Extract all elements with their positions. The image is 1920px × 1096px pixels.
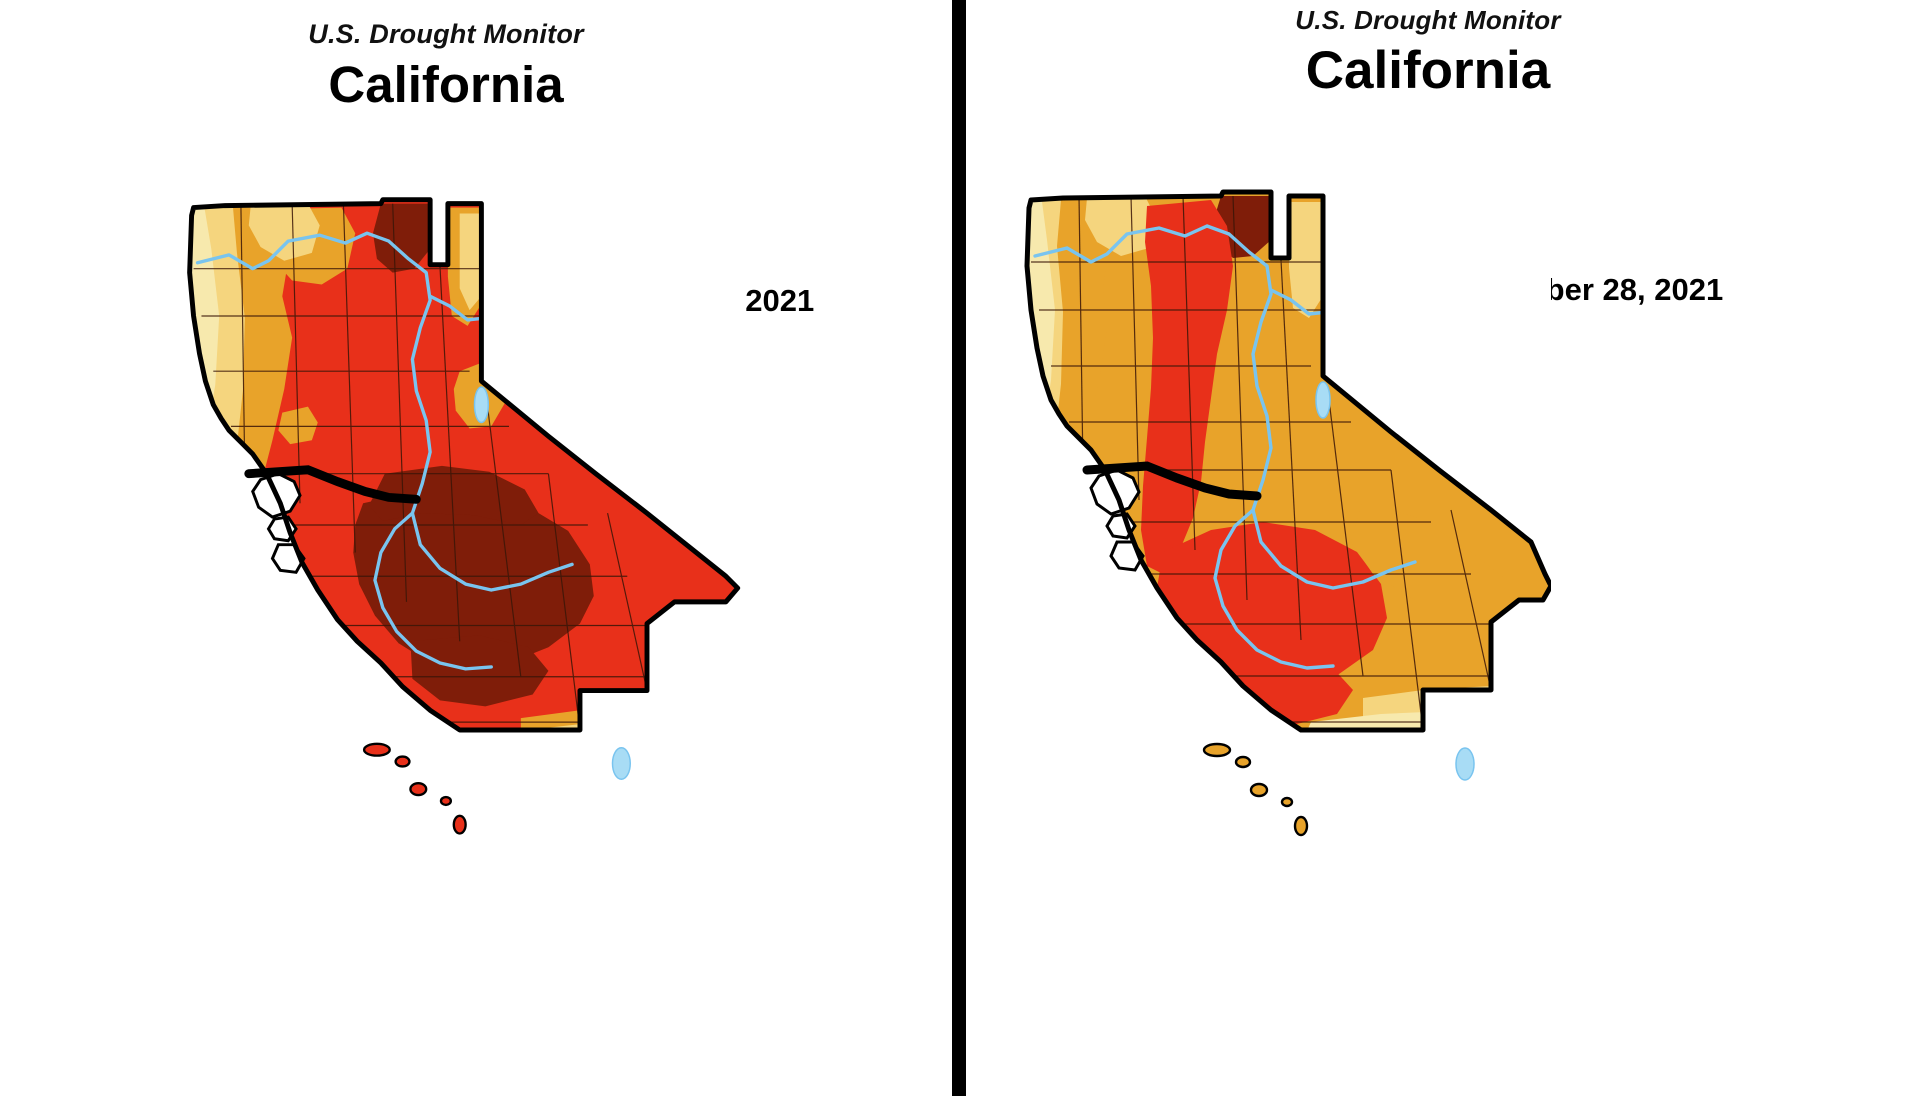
panel-left-title-block: U.S. Drought Monitor California <box>0 19 952 114</box>
panel-divider <box>952 0 966 1096</box>
region-d4-central-valley-left <box>353 491 594 669</box>
region-d4-southern-sierra-left <box>410 635 549 707</box>
panel-december-28: U.S. Drought Monitor California December… <box>966 0 1920 1096</box>
region-d1-northeast-edge-right <box>1289 202 1323 318</box>
county-boundaries-left <box>193 203 648 730</box>
panel-right-title-block: U.S. Drought Monitor California <box>966 6 1920 102</box>
region-d1-north-pocket-right <box>1085 196 1157 256</box>
california-map-svg-right <box>966 170 1551 870</box>
lake-tahoe-left <box>473 386 490 424</box>
california-state-outline-right <box>1024 189 1551 733</box>
california-drought-map-right <box>966 170 1551 870</box>
region-d1-northeast-edge-left <box>459 213 482 311</box>
channel-islands-right <box>1202 742 1309 837</box>
san-francisco-bay-left <box>244 465 421 574</box>
region-d4-northeast-left <box>372 203 439 273</box>
california-map-svg-left <box>134 178 746 868</box>
region-d2-east-right <box>1351 500 1511 614</box>
california-drought-map-left <box>130 178 750 868</box>
salton-sea-right <box>1455 747 1475 781</box>
region-d1-north-pocket-left <box>248 203 320 261</box>
salton-sea-left <box>611 747 631 781</box>
page-title-state: California <box>328 55 564 113</box>
channel-islands-left <box>362 742 467 835</box>
region-d3-sacramento-right <box>1141 200 1233 574</box>
page-title-state-right: California <box>1305 40 1551 100</box>
region-d4-northeast-right <box>1213 196 1279 258</box>
panel-december-21: U.S. Drought Monitor California December… <box>0 0 952 1096</box>
region-d3-central-valley-right <box>1157 522 1387 690</box>
lake-tahoe-right <box>1315 381 1331 419</box>
page-title-organization: U.S. Drought Monitor <box>308 19 584 49</box>
california-state-outline-left <box>187 197 741 733</box>
page-title-organization-right: U.S. Drought Monitor <box>1295 5 1561 35</box>
